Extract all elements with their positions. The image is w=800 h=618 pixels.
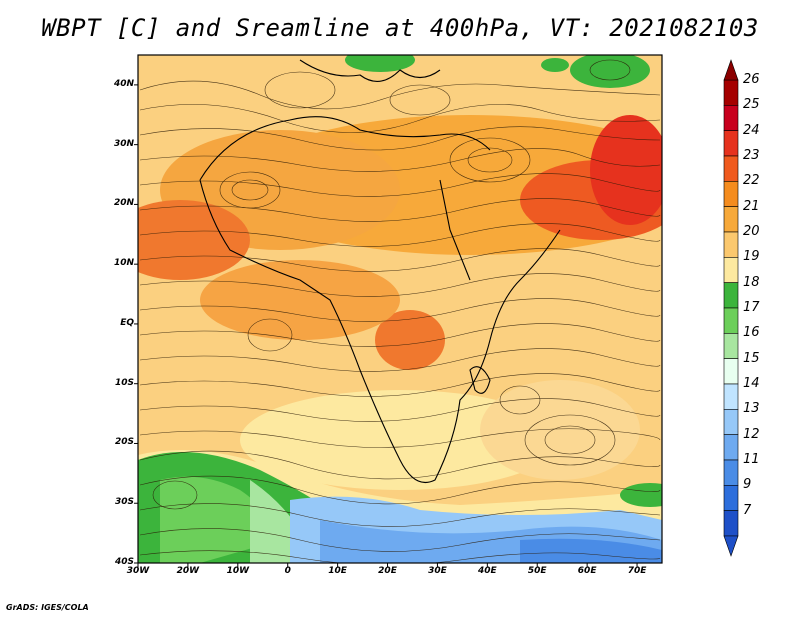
lon-label: 30E [428, 566, 447, 576]
colorbar-top-arrow [723, 59, 739, 81]
lon-label: 60E [577, 566, 597, 576]
map-title: WBPT [C] and Sreamline at 400hPa, VT: 20… [41, 14, 759, 42]
colorbar-level: 18 [743, 274, 760, 290]
colorbar-level: 24 [743, 122, 760, 138]
colorbar-level: 26 [743, 72, 760, 87]
lon-label: 10E [328, 566, 347, 576]
lon-label: 10W [226, 566, 250, 576]
coastlines [199, 59, 561, 484]
colorbar-level: 16 [743, 325, 760, 341]
lon-label: 30W [126, 566, 150, 576]
axis-ticks [134, 84, 638, 567]
colorbar-level: 15 [743, 350, 760, 366]
colorbar-level: 21 [743, 198, 760, 214]
lon-label: 20E [378, 566, 397, 576]
lat-label: 40S [114, 557, 134, 567]
colorbar-level: 14 [743, 376, 760, 391]
colorbar-level: 12 [743, 426, 760, 442]
colorbar-segment [723, 358, 739, 385]
colorbar-segment [723, 383, 739, 410]
credit-text: GrADS: IGES/COLA [6, 603, 89, 612]
colorbar-level: 22 [743, 173, 760, 189]
lon-label: 20W [176, 566, 200, 576]
colorbar-segment [723, 459, 739, 486]
map-frame [137, 54, 663, 564]
colorbar-level: 7 [743, 502, 752, 518]
colorbar-segment [723, 510, 739, 537]
colorbar-level: 9 [743, 477, 752, 493]
colorbar-segment [723, 130, 739, 157]
lat-label: 20N [113, 198, 134, 209]
colorbar-level: 23 [743, 148, 760, 163]
lat-label: 30N [113, 138, 134, 149]
colorbar-level: 25 [743, 97, 760, 113]
colorbar-level: 17 [743, 300, 760, 315]
lat-label: 10S [114, 377, 134, 388]
colorbar-segment [723, 257, 739, 283]
lat-label: 30S [114, 497, 134, 508]
colorbar-level: 11 [743, 452, 760, 467]
shaded-field [138, 55, 662, 563]
colorbar-segment [723, 282, 739, 309]
colorbar-segment [723, 434, 739, 461]
colorbar-level: 13 [743, 401, 760, 417]
lat-label: EQ [120, 317, 134, 328]
colorbar-bottom-arrow [723, 535, 739, 557]
colorbar-segment [723, 79, 739, 106]
colorbar-segment [723, 181, 739, 207]
colorbar-level: 20 [743, 224, 760, 239]
colorbar-segment [723, 307, 739, 334]
colorbar-segment [723, 409, 739, 435]
colorbar-segment [723, 231, 739, 258]
colorbar-segment [723, 485, 739, 511]
colorbar-segment [723, 333, 739, 359]
colorbar-segment [723, 206, 739, 233]
lon-label: 50E [527, 566, 547, 576]
colorbar-level: 19 [743, 249, 760, 265]
colorbar-segment [723, 155, 739, 182]
lon-label: 40E [477, 566, 497, 576]
lon-label: 70E [627, 566, 647, 576]
lon-label: 0 [284, 566, 291, 576]
lat-label: 40N [113, 78, 134, 89]
streamlines [139, 59, 661, 563]
colorbar-segment [723, 105, 739, 131]
lat-label: 10N [113, 258, 134, 269]
lat-label: 20S [114, 437, 134, 448]
